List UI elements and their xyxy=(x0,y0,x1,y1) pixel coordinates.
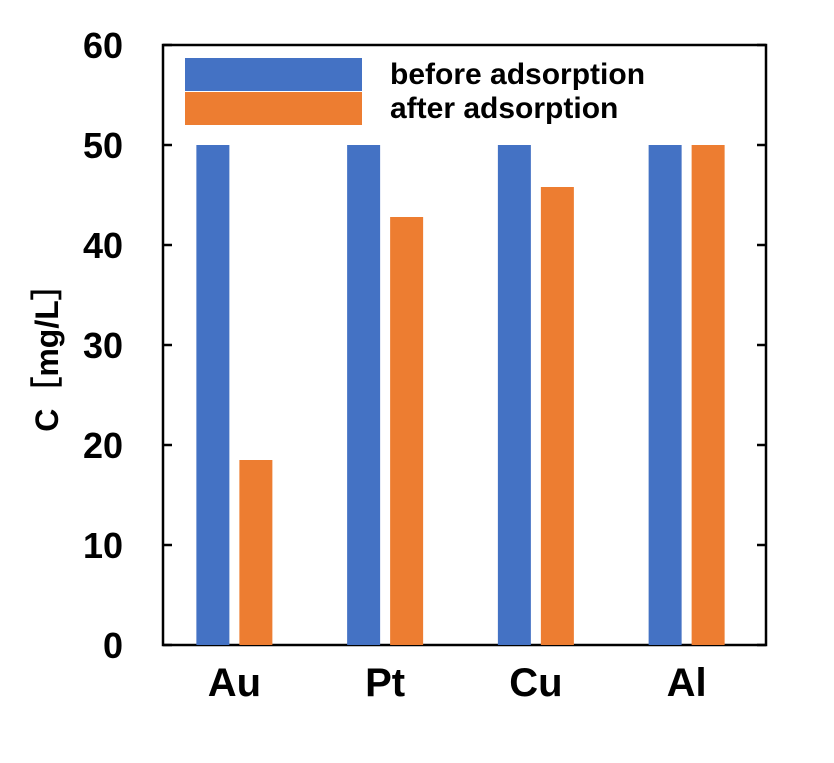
y-tick-label: 60 xyxy=(83,25,123,66)
bar-al-before xyxy=(648,145,682,645)
y-tick-label: 40 xyxy=(83,225,123,266)
x-tick-labels: Au Pt Cu Al xyxy=(208,661,707,705)
bar-cu-before xyxy=(497,145,531,645)
y-tick-label: 30 xyxy=(83,325,123,366)
legend-label-after: after adsorption xyxy=(390,92,618,125)
y-tick-label: 0 xyxy=(103,625,123,666)
bars xyxy=(196,145,725,645)
y-ticks: 0 10 20 30 40 50 60 xyxy=(83,25,766,666)
x-tick-label: Pt xyxy=(365,661,405,705)
bar-al-after xyxy=(691,145,725,645)
bar-pt-before xyxy=(347,145,381,645)
bar-au-before xyxy=(196,145,230,645)
y-tick-label: 50 xyxy=(83,125,123,166)
x-tick-label: Au xyxy=(208,661,261,705)
x-tick-label: Al xyxy=(667,661,707,705)
bar-pt-after xyxy=(390,217,424,645)
y-tick-label: 20 xyxy=(83,425,123,466)
legend-swatch-before xyxy=(185,58,362,91)
legend-label-before: before adsorption xyxy=(390,58,645,91)
y-axis-title: C［mg/L］ xyxy=(29,268,65,432)
legend-swatch-after xyxy=(185,92,362,125)
x-tick-label: Cu xyxy=(509,661,562,705)
y-tick-label: 10 xyxy=(83,525,123,566)
bar-cu-after xyxy=(540,187,574,645)
bar-au-after xyxy=(239,460,273,645)
